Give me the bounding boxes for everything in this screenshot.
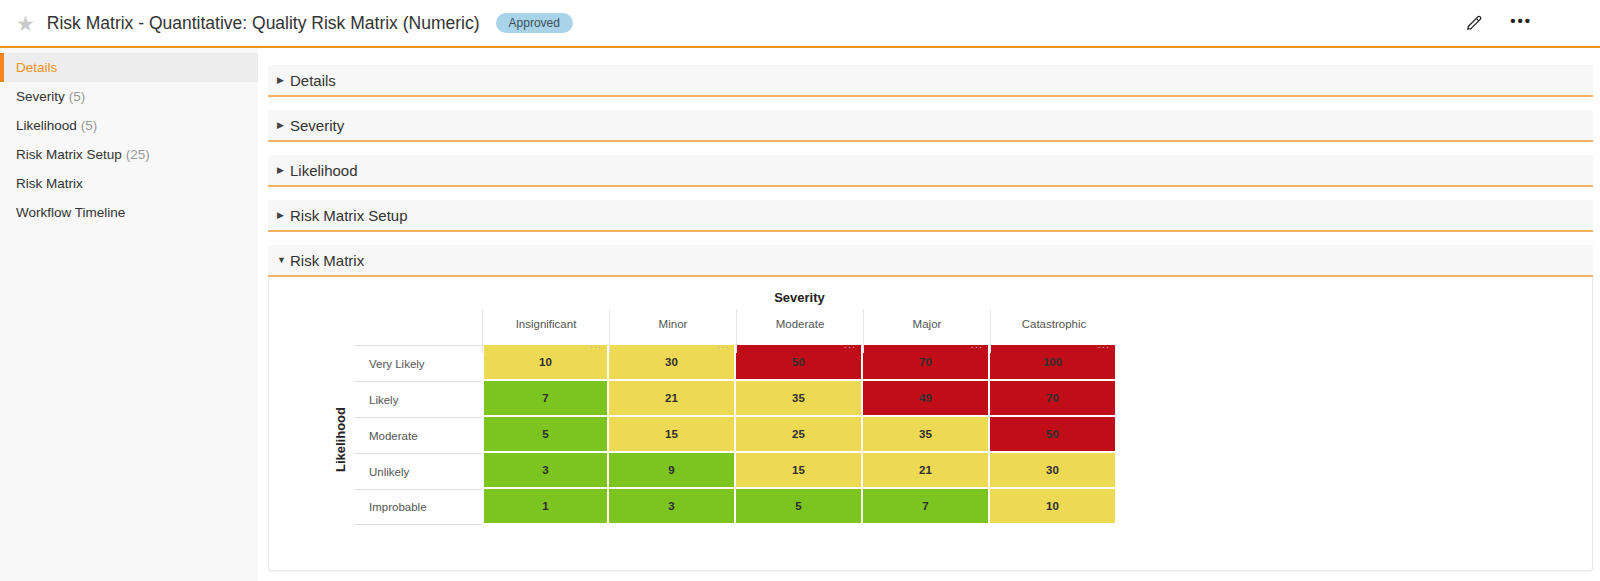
- risk-matrix: Severity Likelihood Insignificant...Mino…: [326, 290, 1592, 525]
- severity-axis-title: Severity: [482, 290, 1117, 305]
- sidebar-item-label: Severity: [16, 89, 65, 104]
- section-header-details[interactable]: ▶Details: [268, 65, 1593, 97]
- sidebar-item-label: Risk Matrix Setup: [16, 147, 122, 162]
- sidebar-item-count: (5): [81, 118, 98, 133]
- main-panel: ▶Details▶Severity▶Likelihood▶Risk Matrix…: [258, 48, 1600, 581]
- section-label: Details: [290, 72, 336, 89]
- app-header: ★ Risk Matrix - Quantitative: Quality Ri…: [0, 0, 1600, 46]
- matrix-cell-moderate-minor[interactable]: 15: [609, 417, 736, 453]
- section-label: Likelihood: [290, 162, 358, 179]
- chevron-down-icon: ▼: [277, 255, 290, 265]
- section-header-risk-matrix-setup[interactable]: ▶Risk Matrix Setup: [268, 200, 1593, 232]
- sidebar-item-count: (25): [126, 147, 150, 162]
- content: Details Severity (5) Likelihood (5) Risk Matr…: [0, 48, 1600, 581]
- matrix-cell-improbable-minor[interactable]: 3: [609, 489, 736, 525]
- matrix-cell-improbable-catastrophic[interactable]: 10: [990, 489, 1117, 525]
- sidebar-item-label: Workflow Timeline: [16, 205, 125, 220]
- section-label: Risk Matrix: [290, 252, 364, 269]
- row-header-improbable: Improbable: [354, 489, 482, 525]
- column-header-label: Catastrophic: [1022, 318, 1087, 330]
- risk-matrix-grid: Insignificant...Minor...Moderate...Major…: [354, 309, 1117, 525]
- likelihood-axis-title: Likelihood: [333, 407, 348, 472]
- risk-matrix-panel: Severity Likelihood Insignificant...Mino…: [268, 277, 1593, 571]
- column-header-label: Moderate: [776, 318, 825, 330]
- column-header-label: Insignificant: [516, 318, 577, 330]
- section-risk-matrix: ▼Risk Matrix Severity Likelihood Insigni…: [268, 245, 1593, 571]
- sidebar-item-likelihood[interactable]: Likelihood (5): [0, 111, 258, 140]
- sidebar-item-risk-matrix-setup[interactable]: Risk Matrix Setup (25): [0, 140, 258, 169]
- column-header-insignificant: Insignificant...: [482, 309, 609, 353]
- chevron-right-icon: ▶: [277, 210, 290, 220]
- matrix-cell-unlikely-major[interactable]: 21: [863, 453, 990, 489]
- row-header-very-likely: Very Likely: [354, 345, 482, 381]
- section-label: Severity: [290, 117, 344, 134]
- matrix-cell-moderate-catastrophic[interactable]: 50: [990, 417, 1117, 453]
- sidebar-item-risk-matrix[interactable]: Risk Matrix: [0, 169, 258, 198]
- sidebar-item-details[interactable]: Details: [0, 53, 258, 82]
- column-menu-icon[interactable]: ...: [844, 339, 856, 350]
- section-header-risk-matrix[interactable]: ▼Risk Matrix: [268, 245, 1593, 277]
- favorite-star-icon[interactable]: ★: [16, 13, 35, 34]
- matrix-cell-likely-catastrophic[interactable]: 70: [990, 381, 1117, 417]
- column-header-label: Major: [913, 318, 942, 330]
- chevron-right-icon: ▶: [277, 165, 290, 175]
- section-likelihood: ▶Likelihood: [268, 155, 1593, 187]
- row-header-likely: Likely: [354, 381, 482, 417]
- matrix-cell-improbable-moderate[interactable]: 5: [736, 489, 863, 525]
- chevron-right-icon: ▶: [277, 120, 290, 130]
- section-header-severity[interactable]: ▶Severity: [268, 110, 1593, 142]
- matrix-cell-improbable-major[interactable]: 7: [863, 489, 990, 525]
- matrix-cell-unlikely-minor[interactable]: 9: [609, 453, 736, 489]
- column-menu-icon[interactable]: ...: [590, 339, 602, 350]
- matrix-cell-improbable-insignificant[interactable]: 1: [482, 489, 609, 525]
- more-options-icon[interactable]: •••: [1510, 13, 1532, 34]
- sidebar: Details Severity (5) Likelihood (5) Risk Matr…: [0, 48, 258, 581]
- sidebar-item-label: Details: [16, 60, 57, 75]
- header-actions: •••: [1464, 13, 1584, 34]
- matrix-cell-unlikely-moderate[interactable]: 15: [736, 453, 863, 489]
- column-header-label: Minor: [659, 318, 688, 330]
- likelihood-axis-box: Likelihood: [326, 309, 354, 525]
- edit-pencil-icon[interactable]: [1464, 13, 1484, 33]
- matrix-cell-unlikely-insignificant[interactable]: 3: [482, 453, 609, 489]
- sidebar-item-label: Likelihood: [16, 118, 77, 133]
- column-header-moderate: Moderate...: [736, 309, 863, 353]
- sidebar-item-count: (5): [69, 89, 86, 104]
- row-header-unlikely: Unlikely: [354, 453, 482, 489]
- column-menu-icon[interactable]: ...: [971, 339, 983, 350]
- chevron-right-icon: ▶: [277, 75, 290, 85]
- status-badge: Approved: [496, 13, 573, 33]
- matrix-cell-likely-moderate[interactable]: 35: [736, 381, 863, 417]
- matrix-cell-unlikely-catastrophic[interactable]: 30: [990, 453, 1117, 489]
- matrix-cell-likely-minor[interactable]: 21: [609, 381, 736, 417]
- matrix-cell-likely-major[interactable]: 49: [863, 381, 990, 417]
- column-menu-icon[interactable]: ...: [717, 339, 729, 350]
- sidebar-item-label: Risk Matrix: [16, 176, 83, 191]
- row-header-moderate: Moderate: [354, 417, 482, 453]
- column-header-catastrophic: Catastrophic...: [990, 309, 1117, 353]
- column-menu-icon[interactable]: ...: [1098, 339, 1110, 350]
- section-header-likelihood[interactable]: ▶Likelihood: [268, 155, 1593, 187]
- section-risk-matrix-setup: ▶Risk Matrix Setup: [268, 200, 1593, 232]
- column-header-major: Major...: [863, 309, 990, 353]
- section-severity: ▶Severity: [268, 110, 1593, 142]
- matrix-cell-moderate-moderate[interactable]: 25: [736, 417, 863, 453]
- matrix-cell-moderate-major[interactable]: 35: [863, 417, 990, 453]
- sidebar-item-workflow-timeline[interactable]: Workflow Timeline: [0, 198, 258, 227]
- section-label: Risk Matrix Setup: [290, 207, 408, 224]
- matrix-cell-likely-insignificant[interactable]: 7: [482, 381, 609, 417]
- section-details: ▶Details: [268, 65, 1593, 97]
- page-title: Risk Matrix - Quantitative: Quality Risk…: [47, 13, 480, 34]
- matrix-cell-moderate-insignificant[interactable]: 5: [482, 417, 609, 453]
- column-header-minor: Minor...: [609, 309, 736, 353]
- sidebar-item-severity[interactable]: Severity (5): [0, 82, 258, 111]
